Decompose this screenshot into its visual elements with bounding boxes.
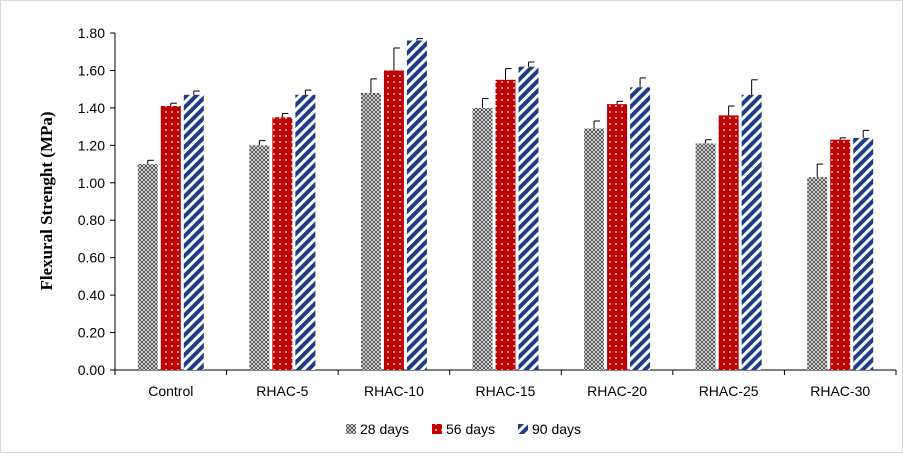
bar: [406, 40, 427, 370]
x-tick-label: RHAC-5: [256, 383, 308, 399]
bar: [607, 104, 628, 371]
bar: [584, 128, 605, 370]
bar: [830, 139, 851, 370]
y-tick-label: 1.80: [78, 25, 105, 41]
bar: [383, 70, 404, 370]
x-tick-label: RHAC-10: [364, 383, 424, 399]
bar: [495, 79, 516, 371]
bar: [718, 115, 739, 370]
x-tick-label: RHAC-20: [587, 383, 647, 399]
bar: [853, 137, 874, 370]
bar: [137, 164, 158, 370]
bar: [183, 94, 204, 371]
bar: [518, 66, 539, 370]
legend-label: 90 days: [532, 421, 581, 437]
bar: [630, 87, 651, 371]
legend-swatch: [518, 424, 528, 434]
bar: [472, 107, 493, 370]
legend-swatch: [432, 424, 442, 434]
y-tick-label: 0.80: [78, 212, 105, 228]
bar: [160, 106, 181, 371]
bar: [249, 145, 270, 370]
bar: [695, 143, 716, 370]
plot-area: 0.00 0.20 0.40 0.60 0.80 1.00 1.20 1.40 1.60 1.80…: [78, 25, 897, 399]
x-tick-label: RHAC-25: [699, 383, 759, 399]
bar: [295, 94, 316, 371]
y-tick-label: 1.40: [78, 100, 105, 116]
legend-swatch: [346, 424, 356, 434]
y-tick-label: 1.60: [78, 62, 105, 78]
bar: [272, 117, 293, 370]
y-tick-label: 0.40: [78, 287, 105, 303]
bar: [360, 92, 381, 371]
legend: 28 days 56 days 90 days: [346, 421, 581, 437]
y-tick-label: 1.00: [78, 175, 105, 191]
x-tick-label: RHAC-15: [476, 383, 536, 399]
bar: [807, 177, 828, 370]
y-axis-title: Flexural Strenght (MPa): [37, 111, 56, 290]
x-tick-label: RHAC-30: [810, 383, 870, 399]
legend-label: 56 days: [446, 421, 495, 437]
y-tick-label: 1.20: [78, 137, 105, 153]
y-tick-label: 0.00: [78, 362, 105, 378]
bar: [741, 94, 762, 371]
legend-label: 28 days: [360, 421, 409, 437]
x-tick-label: Control: [148, 383, 193, 399]
y-tick-label: 0.20: [78, 325, 105, 341]
y-tick-label: 0.60: [78, 250, 105, 266]
